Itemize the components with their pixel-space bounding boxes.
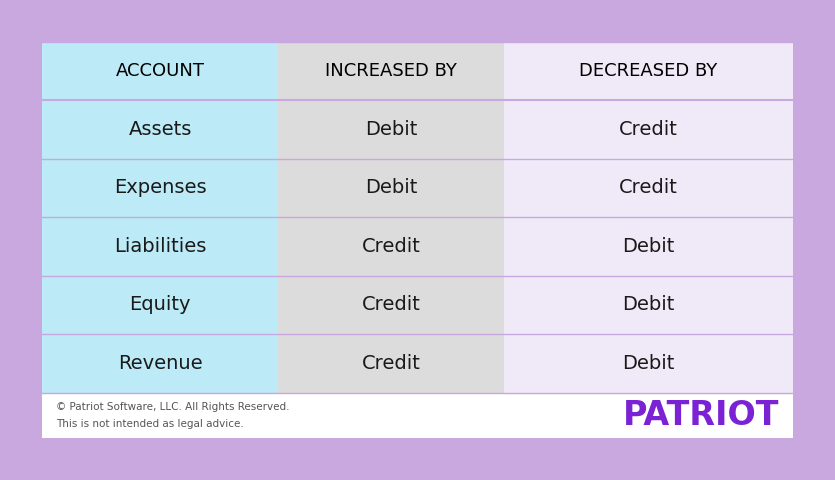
Text: Credit: Credit (619, 120, 678, 139)
Text: Debit: Debit (622, 295, 675, 314)
Text: Liabilities: Liabilities (114, 237, 206, 256)
FancyBboxPatch shape (42, 42, 278, 393)
Text: Debit: Debit (365, 179, 418, 197)
Text: Debit: Debit (622, 354, 675, 373)
Text: Equity: Equity (129, 295, 191, 314)
Text: This is not intended as legal advice.: This is not intended as legal advice. (56, 419, 244, 429)
Text: ACCOUNT: ACCOUNT (115, 62, 205, 80)
Text: INCREASED BY: INCREASED BY (326, 62, 457, 80)
Text: Revenue: Revenue (118, 354, 202, 373)
Text: Expenses: Expenses (114, 179, 206, 197)
FancyBboxPatch shape (504, 42, 793, 393)
FancyBboxPatch shape (42, 393, 793, 438)
Text: DECREASED BY: DECREASED BY (579, 62, 718, 80)
Text: Credit: Credit (362, 354, 421, 373)
Text: Debit: Debit (622, 237, 675, 256)
FancyBboxPatch shape (278, 42, 504, 393)
Text: Credit: Credit (362, 237, 421, 256)
Text: Debit: Debit (365, 120, 418, 139)
Text: Credit: Credit (362, 295, 421, 314)
Text: © Patriot Software, LLC. All Rights Reserved.: © Patriot Software, LLC. All Rights Rese… (56, 402, 289, 412)
Text: Assets: Assets (129, 120, 192, 139)
FancyBboxPatch shape (42, 42, 793, 438)
Text: Credit: Credit (619, 179, 678, 197)
Text: PATRIOT: PATRIOT (623, 399, 779, 432)
